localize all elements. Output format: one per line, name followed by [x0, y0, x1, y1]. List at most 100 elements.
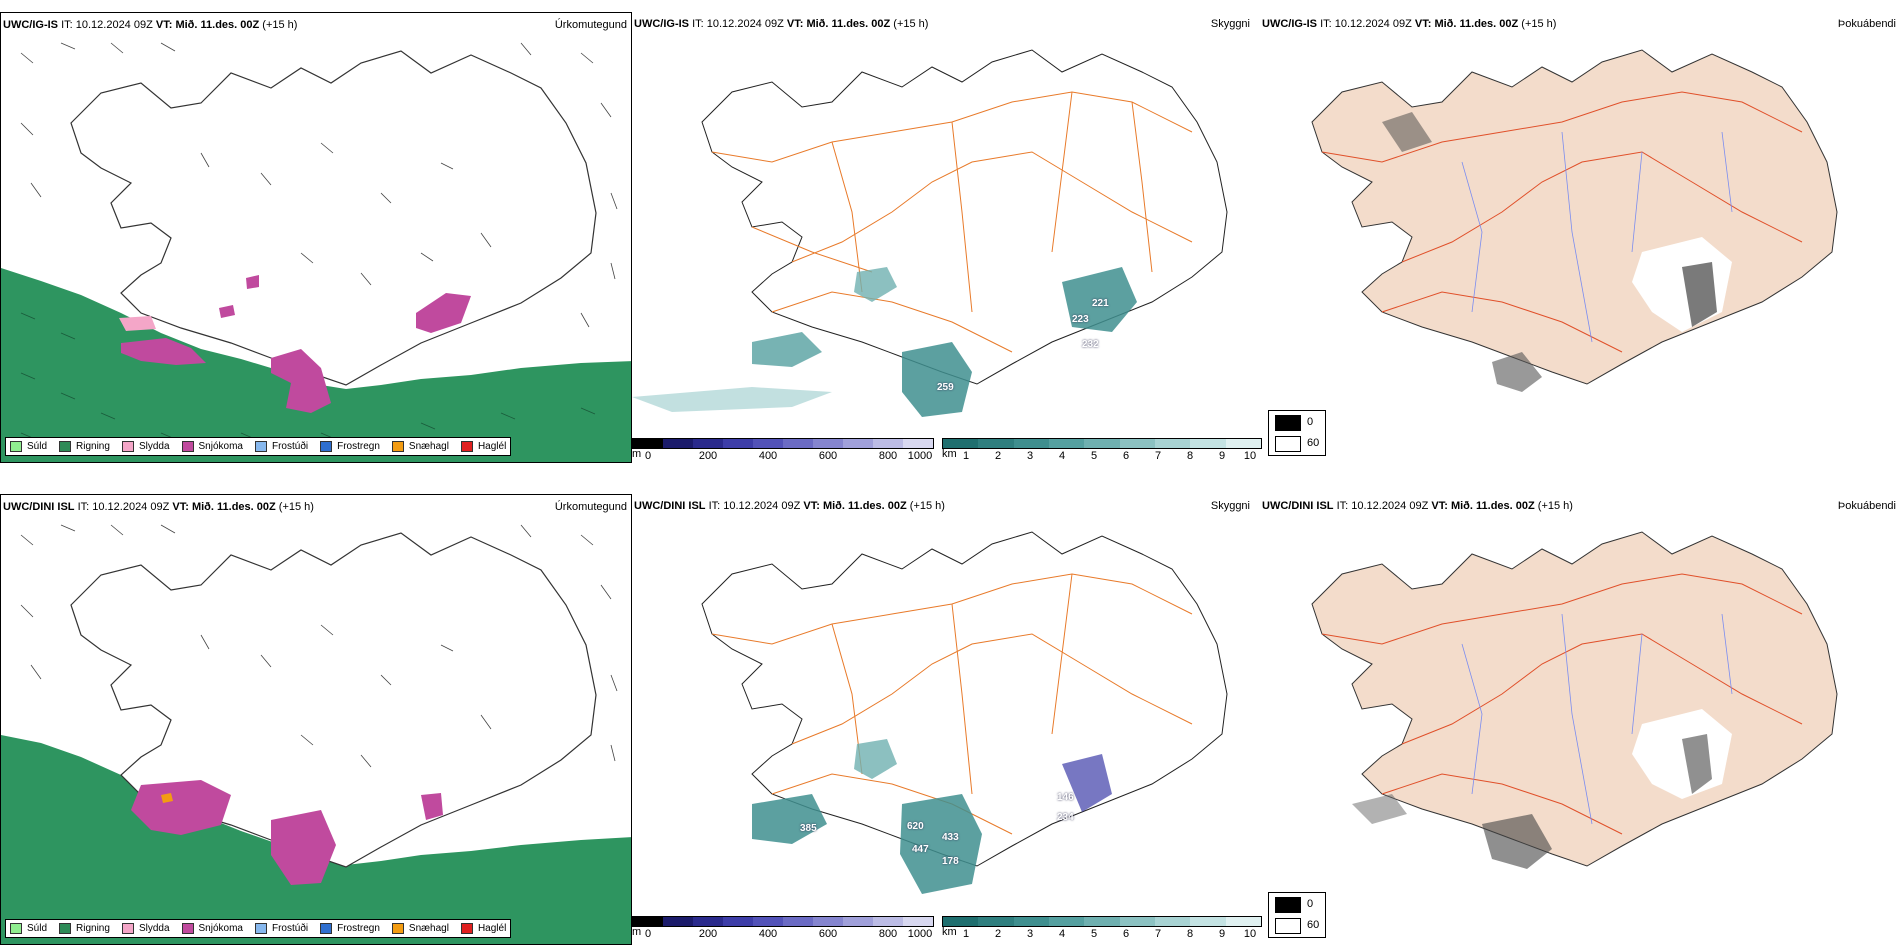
vis-tick: 2 [994, 450, 1002, 462]
visibility-area-2 [752, 794, 827, 844]
visibility-unit: km [942, 926, 957, 938]
fog-title-row1: Þokuábendi [1837, 18, 1896, 30]
visibility-panel-row1: 221 223 232 259 UWC/IG-IS IT: 10.12.2024… [632, 12, 1252, 463]
height-colorbar-row1: m 0 200 400 600 800 1000 [632, 438, 942, 468]
visibility-area-3 [902, 342, 972, 417]
fog-panel-row1: UWC/IG-IS IT: 10.12.2024 09Z VT: Mið. 11… [1262, 12, 1900, 463]
fog-value: 0 [1307, 416, 1314, 428]
height-colorbar-bar [632, 438, 934, 449]
vis-tick: 8 [1186, 928, 1194, 940]
fog-value: 60 [1307, 919, 1320, 931]
swatch-icon [391, 441, 404, 452]
vis-label: 178 [942, 856, 959, 867]
road-network [1321, 573, 1803, 835]
vis-label: 620 [907, 821, 924, 832]
height-tick: 200 [698, 450, 718, 462]
vis-tick: 6 [1122, 928, 1130, 940]
fog-value: 0 [1307, 898, 1314, 910]
height-tick: 600 [818, 450, 838, 462]
fog-swatch-white [1275, 918, 1301, 934]
height-tick: 200 [698, 928, 718, 940]
legend-item-sudl: Súld [10, 923, 47, 934]
iceland-land [1311, 49, 1838, 385]
sea-rain-area [1, 735, 631, 944]
wind-barbs [20, 42, 618, 328]
vis-tick: 7 [1154, 928, 1162, 940]
height-colorbar-bar [632, 916, 934, 927]
legend-item-rigning: Rigning [59, 923, 110, 934]
precip-map-row1 [1, 42, 631, 462]
fog-swatch-black [1275, 897, 1301, 913]
legend-item-frostudi: Frostúði [254, 441, 308, 452]
snow-area-3 [416, 293, 471, 333]
height-tick: 1000 [907, 450, 933, 462]
height-unit: m [632, 448, 642, 460]
height-tick: 0 [644, 450, 652, 462]
fog-area-4 [1382, 112, 1432, 152]
swatch-icon [121, 441, 134, 452]
legend-item-haglel: Haglél [460, 441, 506, 452]
legend-item-sudl: Súld [10, 441, 47, 452]
legend-item-snaehagl: Snæhagl [391, 441, 449, 452]
sea-wind-barbs [20, 312, 596, 440]
snow-area-2 [271, 810, 336, 885]
vis-label: 221 [1092, 298, 1109, 309]
swatch-icon [10, 441, 22, 452]
snow-area-3 [421, 793, 443, 820]
height-unit: m [632, 926, 642, 938]
fog-title-row2: Þokuábendi [1837, 500, 1896, 512]
fog-value: 60 [1307, 437, 1320, 449]
legend-item-slydda: Slydda [121, 923, 170, 934]
swatch-icon [320, 923, 333, 934]
vis-tick: 5 [1090, 928, 1098, 940]
height-tick: 1000 [907, 928, 933, 940]
vis-label: 433 [942, 832, 959, 843]
visibility-panel-row2: 146 234 385 620 433 447 178 UWC/DINI ISL… [632, 494, 1252, 945]
fog-area-2 [1682, 262, 1717, 327]
vis-label: 234 [1057, 812, 1074, 823]
swatch-icon [460, 923, 473, 934]
precip-title-row2: Úrkomutegund [554, 501, 627, 513]
iceland-outline [701, 49, 1228, 385]
vis-header-row2: UWC/DINI ISL IT: 10.12.2024 09Z VT: Mið.… [634, 500, 945, 512]
vis-tick: 1 [962, 450, 970, 462]
swatch-icon [181, 923, 194, 934]
swatch-icon [181, 441, 194, 452]
vis-tick: 4 [1058, 450, 1066, 462]
fog-map-row2 [1311, 531, 1838, 869]
vis-label: 385 [800, 823, 817, 834]
precip-header-row2: UWC/DINI ISL IT: 10.12.2024 09Z VT: Mið.… [3, 501, 314, 513]
height-tick: 400 [758, 928, 778, 940]
visibility-map-row2 [701, 531, 1228, 894]
swatch-icon [254, 923, 267, 934]
vis-tick: 7 [1154, 450, 1162, 462]
vis-label: 146 [1057, 792, 1074, 803]
legend-item-haglel: Haglél [460, 923, 506, 934]
legend-item-rigning: Rigning [59, 441, 110, 452]
swatch-icon [460, 441, 473, 452]
fog-area-2 [1682, 734, 1712, 794]
visibility-colorbar-bar [942, 438, 1262, 449]
fog-area-3 [1482, 814, 1552, 869]
height-tick: 400 [758, 450, 778, 462]
visibility-area-2 [752, 332, 822, 367]
fog-panel-row2: UWC/DINI ISL IT: 10.12.2024 09Z VT: Mið.… [1262, 494, 1900, 945]
precip-panel-row1: UWC/IG-IS IT: 10.12.2024 09Z VT: Mið. 11… [0, 12, 632, 463]
vis-tick: 5 [1090, 450, 1098, 462]
vis-tick: 4 [1058, 928, 1066, 940]
fog-area-4 [1352, 794, 1407, 824]
fog-area-3 [1492, 352, 1542, 392]
snow-area-2 [271, 349, 331, 413]
swatch-icon [391, 923, 404, 934]
height-tick: 800 [878, 928, 898, 940]
vis-tick: 3 [1026, 450, 1034, 462]
snow-area-4 [219, 275, 259, 318]
vis-label: 259 [937, 382, 954, 393]
visibility-map-row1 [632, 49, 1228, 417]
precip-legend-row2: Súld Rigning Slydda Snjókoma Frostúði Fr… [5, 919, 512, 938]
visibility-unit: km [942, 448, 957, 460]
vis-label: 232 [1082, 339, 1099, 350]
height-tick: 800 [878, 450, 898, 462]
precip-legend-row1: Súld Rigning Slydda Snjókoma Frostúði Fr… [5, 437, 512, 456]
legend-item-frostregn: Frostregn [320, 923, 380, 934]
